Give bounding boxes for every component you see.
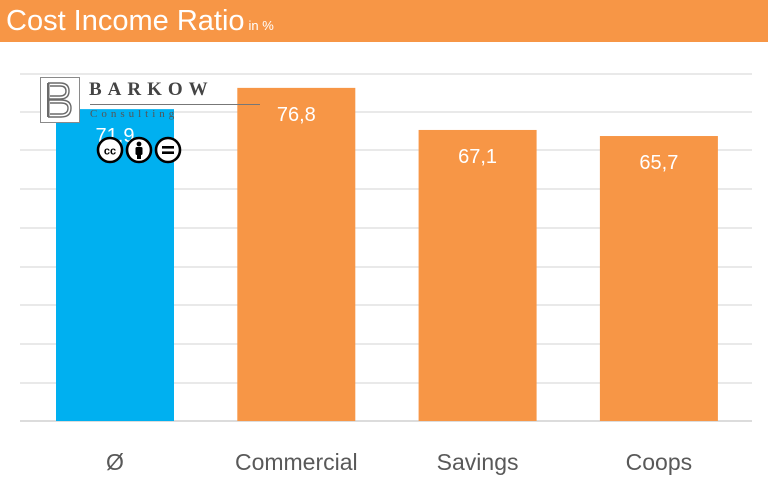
category-label: Savings (437, 449, 519, 475)
creative-commons-license: cc (96, 136, 182, 164)
bar (237, 87, 356, 421)
data-label: 65,7 (639, 152, 678, 174)
logo-subtitle: Consulting (90, 108, 179, 120)
bars (56, 87, 718, 422)
bar (418, 129, 537, 422)
category-label: Commercial (235, 449, 358, 475)
nd-icon (154, 136, 182, 164)
bar (599, 136, 718, 421)
category-label: Coops (626, 449, 692, 475)
value-labels: 71,976,867,1 65,7 (96, 104, 679, 174)
data-label: 67,1 (458, 146, 497, 168)
logo-brand-text: BARKOW (89, 79, 214, 100)
logo-divider (90, 104, 260, 105)
cc-icon: cc (96, 136, 124, 164)
data-label: 76,8 (277, 104, 316, 126)
chart-unit: in % (248, 18, 274, 33)
category-labels: Ø Commercial Savings Coops (106, 449, 692, 475)
category-label: Ø (106, 449, 124, 475)
chart-title: Cost Income Ratio in % (6, 5, 274, 37)
title-bar: Cost Income Ratio in % (0, 0, 768, 42)
barkow-logo: BARKOW Consulting cc (40, 77, 260, 165)
logo-mark-icon (40, 77, 80, 123)
svg-text:cc: cc (104, 146, 116, 158)
by-icon (125, 136, 153, 164)
